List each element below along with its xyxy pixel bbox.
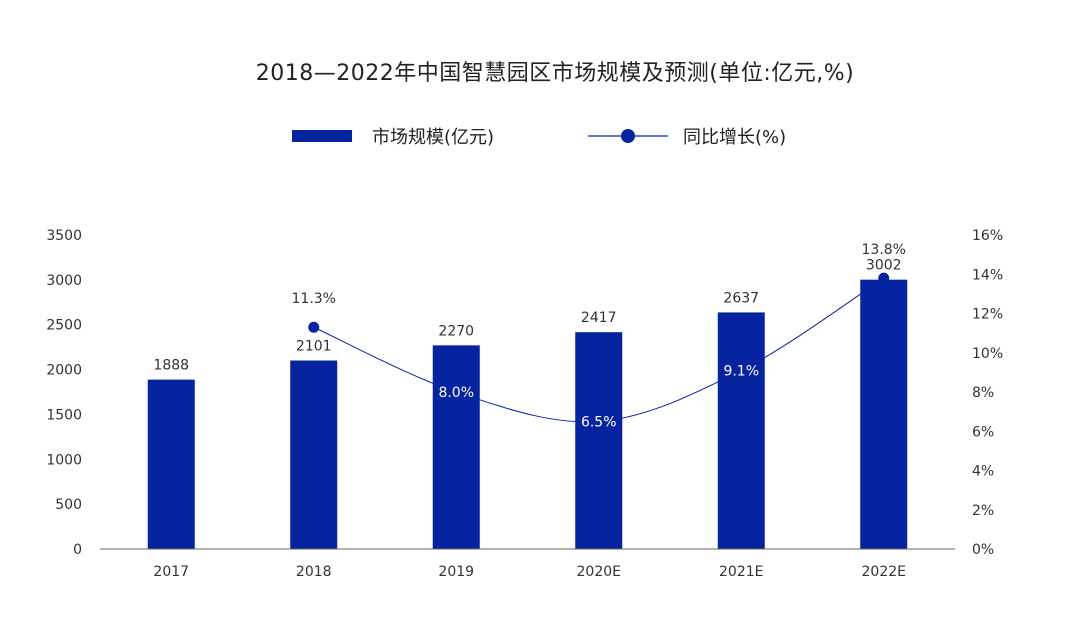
x-tick-label: 2019 <box>438 564 474 580</box>
legend-bar-swatch <box>292 130 352 142</box>
bar-value-label: 2637 <box>723 290 759 306</box>
growth-value-label: 6.5% <box>581 414 617 430</box>
x-tick-label: 2017 <box>153 564 189 580</box>
growth-point <box>308 321 320 333</box>
x-axis: 2017 2018 2019 2020E 2021E 2022E <box>153 564 906 580</box>
left-tick-label: 1000 <box>46 452 82 468</box>
growth-line-path <box>313 277 885 423</box>
growth-point <box>878 272 890 284</box>
left-tick-label: 3500 <box>46 228 82 244</box>
x-tick-label: 2020E <box>577 564 621 580</box>
right-tick-label: 6% <box>972 424 994 440</box>
growth-value-label: 9.1% <box>723 363 759 379</box>
right-tick-label: 10% <box>972 346 1003 362</box>
right-tick-label: 0% <box>972 542 994 558</box>
bar <box>432 345 480 549</box>
right-axis: 0% 2% 4% 6% 8% 10% 12% 14% 16% <box>972 228 1003 558</box>
bar-value-label: 2417 <box>581 310 617 326</box>
bars <box>147 279 908 549</box>
left-tick-label: 1500 <box>46 407 82 423</box>
bar-value-label: 2101 <box>296 339 332 355</box>
x-tick-label: 2022E <box>862 564 906 580</box>
bar-value-label: 1888 <box>153 358 189 374</box>
bar <box>717 312 765 549</box>
bar-value-label: 2270 <box>438 323 474 339</box>
x-tick-label: 2018 <box>296 564 332 580</box>
growth-value-label: 13.8% <box>862 242 906 258</box>
legend-line-label: 同比增长(%) <box>683 127 786 148</box>
legend-line-marker <box>621 129 635 143</box>
x-tick-label: 2021E <box>719 564 763 580</box>
bar <box>860 279 908 549</box>
legend-bar-label: 市场规模(亿元) <box>372 127 494 148</box>
growth-value-label: 11.3% <box>292 291 336 307</box>
bar-labels: 1888 2101 2270 2417 2637 3002 <box>153 258 901 374</box>
legend: 市场规模(亿元) 同比增长(%) <box>292 127 786 148</box>
right-tick-label: 4% <box>972 464 994 480</box>
bar-value-label: 3002 <box>866 258 902 274</box>
left-tick-label: 2500 <box>46 318 82 334</box>
chart-title: 2018—2022年中国智慧园区市场规模及预测(单位:亿元,%) <box>256 61 854 86</box>
left-axis: 0 500 1000 1500 2000 2500 3000 3500 <box>46 228 82 558</box>
right-tick-label: 2% <box>972 503 994 519</box>
bar <box>575 332 623 549</box>
left-tick-label: 2000 <box>46 363 82 379</box>
growth-line <box>308 272 890 423</box>
bar <box>147 379 195 549</box>
right-tick-label: 8% <box>972 385 994 401</box>
right-tick-label: 16% <box>972 228 1003 244</box>
right-tick-label: 12% <box>972 307 1003 323</box>
left-tick-label: 3000 <box>46 273 82 289</box>
bar <box>290 360 338 549</box>
left-tick-label: 500 <box>55 497 82 513</box>
growth-value-label: 8.0% <box>438 385 474 401</box>
pct-labels: 11.3% 8.0% 6.5% 9.1% 13.8% <box>292 242 906 430</box>
right-tick-label: 14% <box>972 267 1003 283</box>
left-tick-label: 0 <box>73 542 82 558</box>
